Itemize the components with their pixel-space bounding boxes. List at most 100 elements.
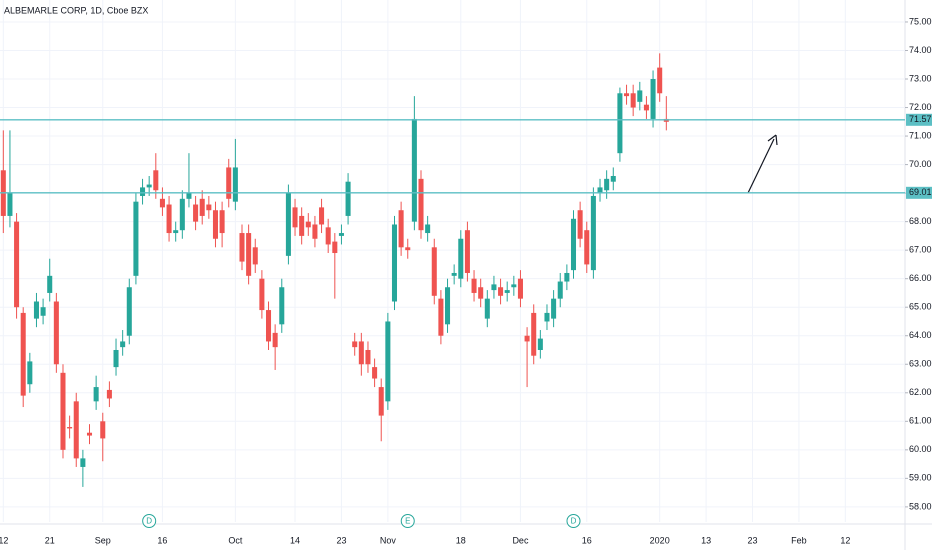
y-tick-label: 73.00 xyxy=(909,73,932,83)
event-label: D xyxy=(146,517,152,526)
candle-body xyxy=(584,230,590,265)
x-tick-label: 13 xyxy=(701,535,711,545)
candle-body xyxy=(199,198,205,216)
y-tick-label: 64.00 xyxy=(909,330,932,340)
candle-body xyxy=(544,312,550,322)
candle-body xyxy=(272,332,278,348)
x-tick-label: Dec xyxy=(512,535,529,545)
candle-body xyxy=(557,281,563,299)
y-tick-label: 59.00 xyxy=(909,473,932,483)
price-label-box xyxy=(906,113,932,126)
x-tick-label: 16 xyxy=(157,535,167,545)
candle-body xyxy=(511,284,517,288)
candle-body xyxy=(431,247,437,296)
candle-body xyxy=(378,387,384,416)
candle-body xyxy=(67,427,73,429)
x-tick-label: Nov xyxy=(380,535,397,545)
candle-body xyxy=(385,321,391,402)
price-label: 69.01 xyxy=(909,187,932,197)
candle-body xyxy=(358,341,364,365)
candle-body xyxy=(33,301,39,319)
candle-body xyxy=(206,204,212,211)
candle-body xyxy=(100,421,106,439)
arrow-line xyxy=(747,138,775,194)
candle-body xyxy=(93,387,99,402)
candle-body xyxy=(7,193,13,216)
candle-body xyxy=(551,298,557,319)
candle-body xyxy=(391,224,398,302)
x-tick-label: 23 xyxy=(336,535,346,545)
x-tick-label: 12 xyxy=(0,535,8,545)
candle-body xyxy=(604,178,610,191)
candle-body xyxy=(219,210,225,234)
candle-body xyxy=(126,287,132,336)
candle-body xyxy=(179,198,185,231)
candle-body xyxy=(372,367,378,379)
candle-body xyxy=(193,204,199,222)
candle-body xyxy=(624,93,630,97)
candle-body xyxy=(73,401,79,459)
candle-body xyxy=(312,224,318,239)
candle-body xyxy=(524,335,530,342)
candle-body xyxy=(365,349,371,365)
candle-body xyxy=(265,310,272,342)
candle-body xyxy=(259,278,265,311)
x-tick-label: Feb xyxy=(791,535,807,545)
candle-body xyxy=(106,389,112,399)
candle-body xyxy=(504,290,510,293)
candle-body xyxy=(405,247,411,251)
candle-body xyxy=(498,287,504,296)
candle-body xyxy=(398,210,404,248)
candle-body xyxy=(425,224,431,234)
x-tick-label: Sep xyxy=(95,535,111,545)
candle-body xyxy=(232,167,238,202)
candle-body xyxy=(484,298,490,319)
x-tick-label: 2020 xyxy=(650,535,670,545)
candle-body xyxy=(325,227,331,245)
y-tick-label: 60.00 xyxy=(909,444,932,454)
candle-body xyxy=(537,338,543,350)
candle-body xyxy=(166,204,172,234)
y-tick-label: 62.00 xyxy=(909,387,932,397)
y-tick-label: 66.00 xyxy=(909,273,932,283)
event-marker xyxy=(566,514,581,528)
candle-body xyxy=(113,349,119,368)
candle-body xyxy=(650,79,656,119)
y-tick-label: 63.00 xyxy=(909,359,932,369)
candle-body xyxy=(637,90,643,102)
x-tick-label: 21 xyxy=(45,535,55,545)
candle-body xyxy=(40,307,46,316)
candle-body xyxy=(14,221,20,308)
candle-body xyxy=(80,458,86,467)
candle-body xyxy=(352,341,358,348)
candle-body xyxy=(20,312,26,396)
x-tick-label: 14 xyxy=(290,535,300,545)
candle-body xyxy=(173,230,179,234)
candle-body xyxy=(53,301,59,365)
candle-body xyxy=(292,207,298,228)
chart-title: ALBEMARLE CORP, 1D, Cboe BZX xyxy=(4,5,148,15)
candle-body xyxy=(564,272,570,282)
event-marker xyxy=(400,514,415,528)
y-tick-label: 61.00 xyxy=(909,416,932,426)
y-tick-label: 70.00 xyxy=(909,159,932,169)
candle-body xyxy=(246,233,252,276)
y-tick-label: 71.00 xyxy=(909,130,932,140)
candle-body xyxy=(458,238,464,279)
candle-body xyxy=(345,181,351,216)
candle-body xyxy=(597,187,603,194)
arrow-head xyxy=(767,134,778,146)
candle-body xyxy=(531,312,537,356)
y-tick-label: 67.00 xyxy=(909,245,932,255)
candle-body xyxy=(239,233,245,262)
candle-body xyxy=(332,241,338,254)
y-tick-label: 58.00 xyxy=(909,501,932,511)
y-tick-label: 74.00 xyxy=(909,45,932,55)
event-marker xyxy=(142,514,157,528)
candle-body xyxy=(285,193,291,256)
candle-body xyxy=(643,104,649,111)
x-tick-label: 16 xyxy=(582,535,592,545)
candle-body xyxy=(451,272,457,276)
